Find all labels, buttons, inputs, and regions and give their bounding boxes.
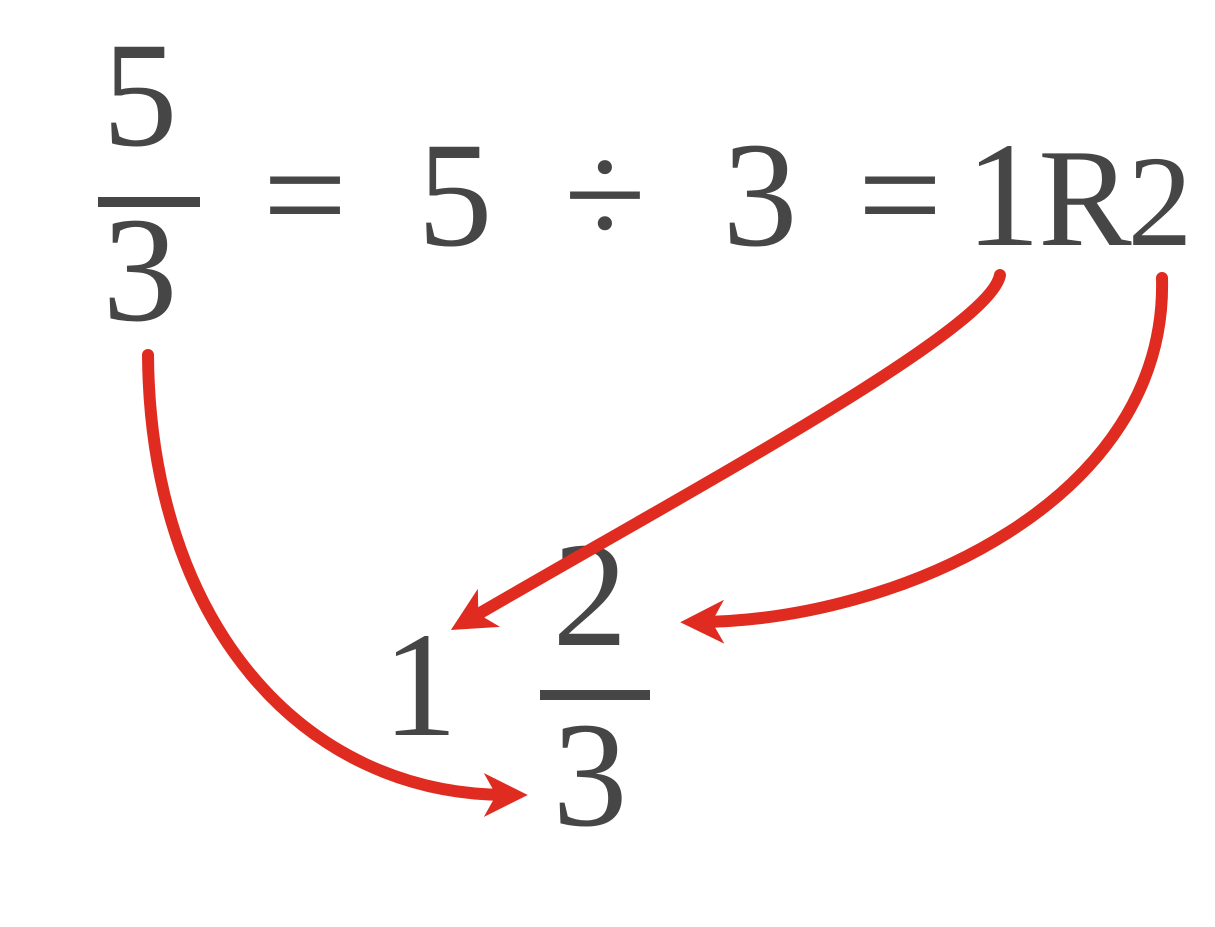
remainder-label: R [1038,121,1132,276]
mixed-denominator: 3 [553,692,628,858]
improper-denominator: 3 [103,187,178,353]
improper-numerator: 5 [103,12,178,178]
mixed-number: 1 2 3 [383,512,651,858]
division-sign: ÷ [564,112,646,278]
divisor: 3 [723,112,798,278]
dividend: 5 [418,112,493,278]
remainder-value: 2 [1128,130,1193,274]
arrow-quotient-to-whole [468,275,1000,620]
fraction-to-mixed-number-diagram: 5 3 = 5 ÷ 3 = 1 R 2 1 2 3 [0,0,1215,927]
top-equation: 5 3 = 5 ÷ 3 = 1 R 2 [98,12,1193,353]
quotient: 1 [966,112,1041,278]
arrows-group [148,275,1162,795]
equals-1: = [263,112,348,278]
mixed-whole: 1 [383,602,458,768]
equals-2: = [858,112,943,278]
